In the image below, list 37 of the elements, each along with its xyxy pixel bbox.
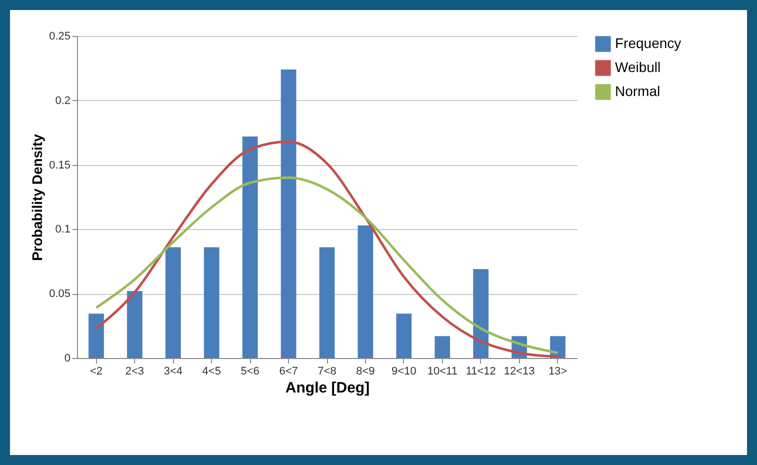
y-tick-label: 0.05 [49, 288, 70, 300]
line-series [94, 140, 560, 358]
x-tick-label: 2<3 [125, 366, 144, 378]
y-tick-label: 0.15 [49, 159, 70, 172]
bar [396, 314, 412, 358]
bar [280, 69, 296, 358]
x-tick-label: 9<10 [392, 366, 416, 378]
x-tick-label: 7<8 [318, 366, 336, 378]
bar [434, 336, 450, 358]
x-tick-label: 5<6 [240, 366, 260, 378]
bar [319, 247, 335, 358]
bar [473, 269, 489, 358]
y-tick-label: 0.25 [49, 30, 70, 42]
x-tick-label: 13> [548, 366, 568, 378]
bar [358, 225, 374, 358]
bar [127, 291, 142, 358]
y-tick-label: 0.1 [55, 224, 70, 236]
bar [204, 247, 220, 358]
bar [88, 314, 104, 358]
y-tick-label: 0.2 [55, 94, 70, 107]
x-tick-label: 6<7 [279, 366, 298, 378]
bar [165, 247, 181, 358]
x-tick-label: 8<9 [356, 366, 375, 378]
x-axis-title: Angle [Deg] [285, 380, 370, 396]
x-tick-label: 10<11 [427, 366, 458, 378]
x-tick-label: 4<5 [202, 366, 221, 378]
x-tick-label: 12<13 [504, 366, 535, 378]
y-tick-label: 0 [64, 352, 70, 364]
legend-label: Normal [615, 83, 660, 99]
line-series [94, 176, 560, 354]
legend-label: Weibull [615, 59, 661, 75]
x-tick-label: 3<4 [164, 366, 182, 378]
bar [242, 136, 258, 358]
x-tick-label: 11<12 [466, 366, 496, 378]
y-axis-title: Probability Density [29, 134, 46, 261]
legend-label: Frequency [615, 35, 682, 51]
x-tick-label: <2 [90, 366, 103, 378]
